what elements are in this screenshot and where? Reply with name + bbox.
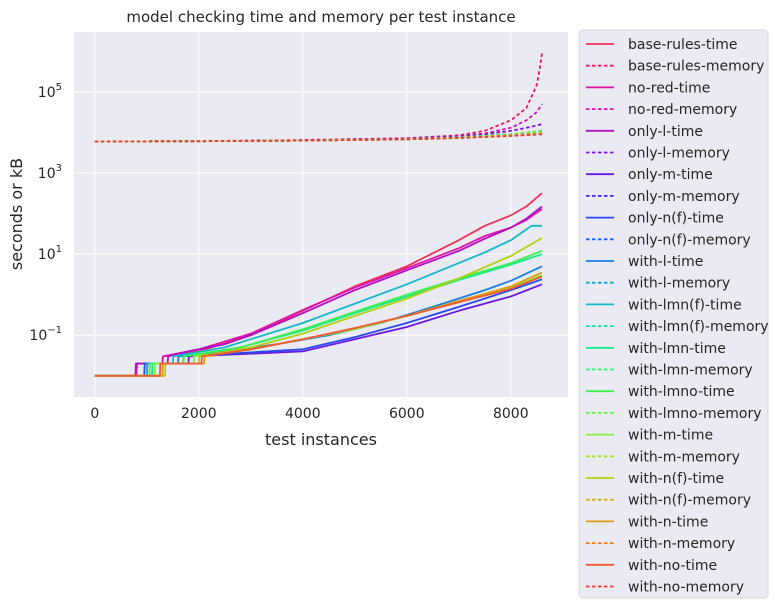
legend-label: with-n(f)-time [628, 471, 724, 487]
legend-label: only-n(f)-memory [628, 232, 751, 248]
legend-label: with-lmn(f)-memory [628, 319, 769, 335]
y-tick-label: 101 [38, 244, 62, 263]
legend-item: with-no-time [586, 558, 717, 574]
legend-item: with-n-memory [586, 536, 735, 552]
legend-label: with-lmn-time [628, 341, 726, 357]
legend-label: only-m-memory [628, 189, 740, 205]
legend-item: with-no-memory [586, 580, 744, 596]
series-layer [94, 53, 543, 377]
legend-label: with-n-time [628, 514, 708, 530]
legend-label: with-lmn(f)-time [628, 297, 742, 313]
legend-label: only-l-time [628, 124, 703, 140]
y-axis-label: seconds or kB [7, 158, 26, 270]
legend-item: with-n(f)-memory [586, 493, 751, 509]
legend-item: no-red-memory [586, 102, 737, 118]
legend-label: base-rules-time [628, 37, 738, 53]
legend-item: only-l-time [586, 124, 703, 140]
series-line-with-n(f)-time [94, 237, 543, 377]
legend-item: with-lmn-memory [586, 363, 753, 379]
series-line-with-no-time [94, 275, 543, 377]
legend-item: with-m-memory [586, 449, 740, 465]
series-line-base-rules-memory [94, 53, 543, 143]
legend-item: base-rules-time [586, 37, 738, 53]
legend-label: with-lmn-memory [628, 363, 753, 379]
legend-item: only-n(f)-time [586, 211, 724, 227]
legend-label: with-l-time [628, 254, 703, 270]
legend-item: with-lmno-memory [586, 406, 762, 422]
y-tick-label: 10−1 [29, 325, 62, 344]
x-tick-label: 8000 [493, 406, 529, 422]
legend-label: no-red-time [628, 80, 710, 96]
legend: base-rules-time base-rules-memory no-red-t… [578, 29, 769, 599]
legend-label: only-l-memory [628, 146, 730, 162]
legend-item: with-lmn(f)-time [586, 297, 742, 313]
legend-item: with-lmn-time [586, 341, 726, 357]
legend-item: only-n(f)-memory [586, 232, 751, 248]
x-tick-labels: 0 2000 4000 6000 8000 [90, 406, 528, 422]
legend-item: base-rules-memory [586, 59, 764, 75]
x-axis-label: test instances [265, 430, 377, 449]
legend-item: with-n-time [586, 514, 708, 530]
legend-item: only-l-memory [586, 146, 730, 162]
legend-label: with-no-time [628, 558, 717, 574]
legend-label: only-m-time [628, 167, 713, 183]
legend-label: with-m-time [628, 428, 713, 444]
plot-background [74, 32, 568, 397]
legend-item: with-lmn(f)-memory [586, 319, 769, 335]
series-line-only-n(f)-time [94, 278, 543, 377]
x-tick-label: 0 [90, 406, 99, 422]
legend-item: no-red-time [586, 80, 710, 96]
legend-item: only-m-memory [586, 189, 740, 205]
legend-label: only-n(f)-time [628, 211, 724, 227]
legend-item: only-m-time [586, 167, 713, 183]
legend-label: with-l-memory [628, 276, 730, 292]
legend-label: with-n(f)-memory [628, 493, 751, 509]
legend-item: with-m-time [586, 428, 713, 444]
legend-item: with-lmno-time [586, 384, 735, 400]
legend-label: with-no-memory [628, 580, 744, 596]
x-tick-label: 2000 [181, 406, 217, 422]
legend-label: with-n-memory [628, 536, 735, 552]
legend-box [578, 29, 769, 599]
legend-label: no-red-memory [628, 102, 737, 118]
legend-label: with-lmno-time [628, 384, 735, 400]
x-tick-label: 6000 [389, 406, 425, 422]
series-line-with-no-memory [94, 133, 543, 143]
legend-item: with-l-time [586, 254, 703, 270]
x-tick-label: 4000 [285, 406, 321, 422]
legend-item: with-n(f)-time [586, 471, 724, 487]
legend-label: with-m-memory [628, 449, 740, 465]
series-line-with-lmno-time [94, 250, 543, 377]
legend-item: with-l-memory [586, 276, 730, 292]
legend-label: base-rules-memory [628, 59, 764, 75]
y-tick-label: 105 [38, 82, 62, 101]
legend-label: with-lmno-memory [628, 406, 762, 422]
chart-title: model checking time and memory per test … [126, 8, 515, 26]
y-tick-label: 103 [38, 163, 62, 182]
y-tick-labels: 10−1 101 103 105 [29, 82, 62, 344]
